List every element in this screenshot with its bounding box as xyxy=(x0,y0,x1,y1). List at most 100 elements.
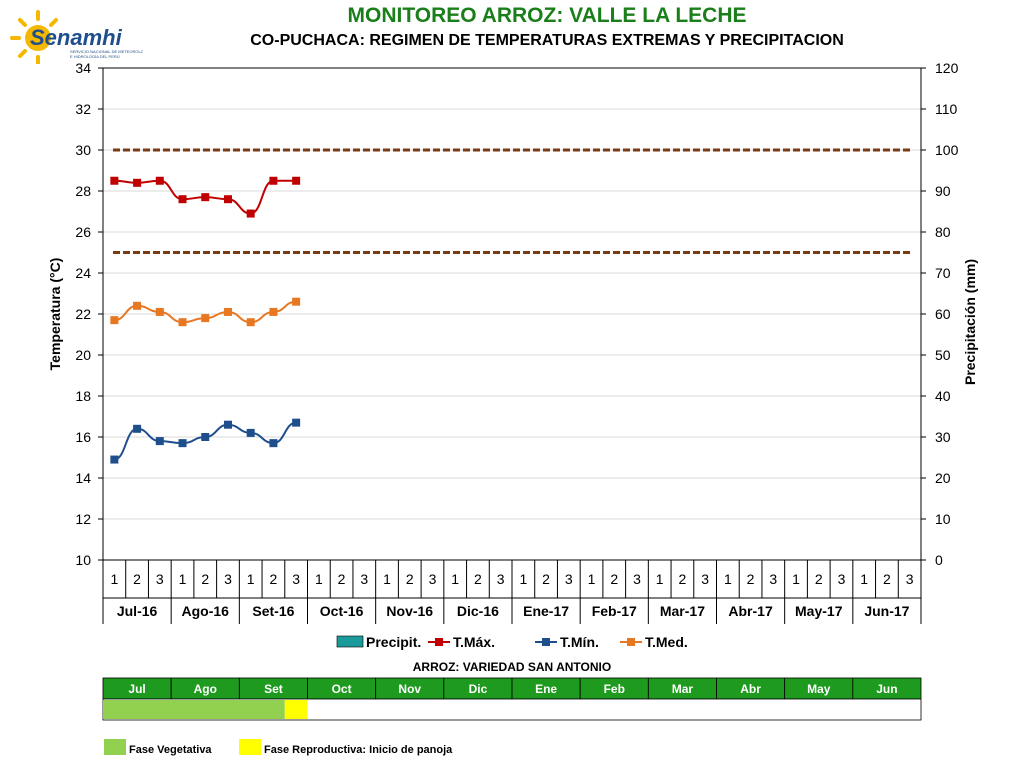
data-point xyxy=(246,428,255,437)
legend-label: T.Med. xyxy=(645,634,688,650)
phenology-month-label: Jun xyxy=(876,682,897,696)
data-point xyxy=(155,176,164,185)
legend-marker xyxy=(435,638,443,646)
y2-tick-label: 20 xyxy=(935,470,951,486)
data-point xyxy=(155,307,164,316)
x-dekad-label: 3 xyxy=(360,571,368,587)
y2-tick-label: 0 xyxy=(935,552,943,568)
y2-tick-label: 70 xyxy=(935,265,951,281)
phenology-month-label: Oct xyxy=(332,682,352,696)
x-dekad-label: 1 xyxy=(656,571,664,587)
x-dekad-label: 1 xyxy=(179,571,187,587)
x-month-label: Ene-17 xyxy=(523,603,569,619)
x-dekad-label: 3 xyxy=(224,571,232,587)
data-point xyxy=(133,424,142,433)
x-dekad-label: 2 xyxy=(747,571,755,587)
x-dekad-label: 2 xyxy=(406,571,414,587)
phenology-month-label: Abr xyxy=(740,682,761,696)
x-month-label: Dic-16 xyxy=(457,603,499,619)
x-dekad-label: 1 xyxy=(315,571,323,587)
phenology-month-label: Ago xyxy=(194,682,217,696)
x-month-label: Mar-17 xyxy=(660,603,705,619)
legend: Precipit. T.Máx. T.Mín. T.Med. xyxy=(336,634,688,650)
x-dekad-label: 3 xyxy=(838,571,846,587)
data-point xyxy=(292,418,301,427)
x-dekad-label: 2 xyxy=(815,571,823,587)
legend-label: T.Máx. xyxy=(453,634,495,650)
x-dekad-label: 2 xyxy=(270,571,278,587)
x-dekad-label: 2 xyxy=(133,571,141,587)
legend-marker xyxy=(542,638,550,646)
data-point xyxy=(292,297,301,306)
data-point xyxy=(110,455,119,464)
phenology-month-label: Mar xyxy=(672,682,694,696)
y2-tick-label: 80 xyxy=(935,224,951,240)
senamhi-logo: Senamhi SERVICIO NACIONAL DE METEOROLOGÍ… xyxy=(8,6,151,66)
data-point xyxy=(201,433,210,441)
x-axis: 1 2 3 1 2 3 1 2 3 1 2 3 1 2 3 1 2 3 1 2 3 1 2 3 1 2 3 1 2 3 1 2 3 1 2 3Jul-… xyxy=(102,560,922,624)
y-axis-label: Temperatura (°C) xyxy=(47,258,63,371)
data-point xyxy=(110,176,119,185)
phenology-month-label: Nov xyxy=(398,682,421,696)
page-subtitle: CO-PUCHACA: REGIMEN DE TEMPERATURAS EXTR… xyxy=(250,32,844,49)
phenology-month-label: Dic xyxy=(469,682,488,696)
y2-tick-label: 50 xyxy=(935,347,951,363)
y-tick-label: 10 xyxy=(75,552,91,568)
data-point xyxy=(223,307,232,316)
data-point xyxy=(155,437,164,446)
y-tick-label: 32 xyxy=(75,101,91,117)
phase-legend: Fase Vegetativa Fase Reproductiva: Inicio… xyxy=(104,739,453,756)
x-dekad-label: 2 xyxy=(883,571,891,587)
x-dekad-label: 1 xyxy=(451,571,459,587)
grid xyxy=(103,67,921,561)
x-dekad-label: 3 xyxy=(633,571,641,587)
x-dekad-label: 1 xyxy=(383,571,391,587)
y-tick-label: 26 xyxy=(75,224,91,240)
y-tick-label: 12 xyxy=(75,511,91,527)
x-month-label: Oct-16 xyxy=(320,603,364,619)
x-dekad-label: 2 xyxy=(338,571,346,587)
data-point xyxy=(292,176,301,185)
phenology-table: Jul Ago Set Oct Nov Dic Ene Feb Mar Abr May Jun xyxy=(102,677,922,721)
threshold-lines xyxy=(113,148,911,254)
x-dekad-label: 2 xyxy=(610,571,618,587)
data-point xyxy=(269,307,278,316)
data-point xyxy=(246,209,255,218)
data-point xyxy=(178,195,187,204)
y2-axis-label: Precipitación (mm) xyxy=(962,259,978,385)
data-point xyxy=(223,420,232,429)
x-month-label: Set-16 xyxy=(252,603,294,619)
x-dekad-label: 2 xyxy=(542,571,550,587)
x-dekad-label: 3 xyxy=(769,571,777,587)
x-dekad-label: 3 xyxy=(292,571,300,587)
x-dekad-label: 2 xyxy=(474,571,482,587)
legend-label: T.Mín. xyxy=(560,634,599,650)
x-month-label: Jun-17 xyxy=(864,603,909,619)
y-tick-label: 20 xyxy=(75,347,91,363)
phenology-month-label: May xyxy=(807,682,831,696)
data-point xyxy=(110,316,119,325)
phase-legend-label: Fase Reproductiva: Inicio de panoja xyxy=(264,744,453,756)
phenology-phase-bar xyxy=(103,700,285,719)
phase-legend-swatch xyxy=(239,739,261,755)
y-axis-right: 0 10 20 30 40 50 60 70 80 90 100 110 120 xyxy=(921,60,959,568)
x-dekad-label: 3 xyxy=(565,571,573,587)
svg-text:SERVICIO NACIONAL DE METEOROLO: SERVICIO NACIONAL DE METEOROLOGÍA E HIDR… xyxy=(70,49,143,59)
data-point xyxy=(246,318,255,327)
x-dekad-label: 1 xyxy=(724,571,732,587)
x-dekad-label: 1 xyxy=(519,571,527,587)
legend-swatch xyxy=(336,635,364,648)
legend-marker xyxy=(627,638,635,646)
data-point xyxy=(178,318,187,327)
phase-legend-label: Fase Vegetativa xyxy=(129,744,212,756)
y-axis-left: 10 12 14 16 18 20 22 24 26 28 30 32 34 xyxy=(75,60,103,568)
x-dekad-label: 1 xyxy=(247,571,255,587)
y2-tick-label: 100 xyxy=(935,142,959,158)
x-dekad-label: 1 xyxy=(860,571,868,587)
y2-tick-label: 40 xyxy=(935,388,951,404)
data-point xyxy=(133,178,142,187)
series xyxy=(110,176,301,464)
x-month-label: Feb-17 xyxy=(592,603,637,619)
y-tick-label: 24 xyxy=(75,265,91,281)
